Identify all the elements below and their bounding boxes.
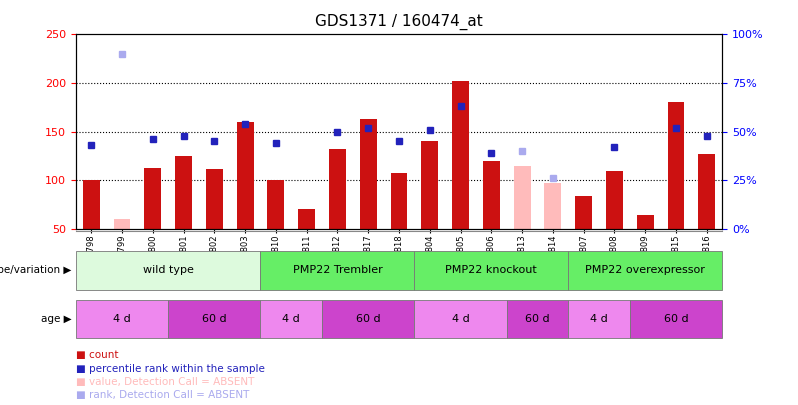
- Text: ■ percentile rank within the sample: ■ percentile rank within the sample: [76, 364, 265, 374]
- Text: ■ count: ■ count: [76, 350, 118, 360]
- Bar: [168, 300, 260, 338]
- Bar: [544, 183, 561, 229]
- Text: 4 d: 4 d: [591, 314, 608, 324]
- Text: 60 d: 60 d: [664, 314, 689, 324]
- Text: 60 d: 60 d: [356, 314, 381, 324]
- Bar: [76, 251, 260, 290]
- Bar: [144, 168, 161, 229]
- Text: wild type: wild type: [143, 265, 194, 275]
- Bar: [175, 156, 192, 229]
- Bar: [568, 300, 630, 338]
- Bar: [390, 173, 408, 229]
- Text: 4 d: 4 d: [452, 314, 469, 324]
- Bar: [637, 215, 654, 229]
- Bar: [298, 209, 315, 229]
- Text: PMP22 Trembler: PMP22 Trembler: [293, 265, 382, 275]
- Bar: [113, 219, 130, 229]
- Bar: [421, 141, 438, 229]
- Bar: [76, 300, 168, 338]
- Text: ■ value, Detection Call = ABSENT: ■ value, Detection Call = ABSENT: [76, 377, 255, 387]
- Bar: [698, 154, 715, 229]
- Bar: [568, 251, 722, 290]
- Bar: [483, 161, 500, 229]
- Bar: [514, 166, 531, 229]
- Bar: [630, 300, 722, 338]
- Bar: [260, 300, 322, 338]
- Bar: [260, 251, 414, 290]
- Text: genotype/variation ▶: genotype/variation ▶: [0, 265, 72, 275]
- Bar: [452, 81, 469, 229]
- Text: 60 d: 60 d: [202, 314, 227, 324]
- Bar: [267, 180, 284, 229]
- Bar: [414, 300, 507, 338]
- Text: GDS1371 / 160474_at: GDS1371 / 160474_at: [315, 14, 483, 30]
- Bar: [206, 168, 223, 229]
- Bar: [606, 171, 623, 229]
- Text: PMP22 overexpressor: PMP22 overexpressor: [585, 265, 705, 275]
- Text: PMP22 knockout: PMP22 knockout: [445, 265, 537, 275]
- Bar: [237, 122, 254, 229]
- Bar: [360, 119, 377, 229]
- Text: 60 d: 60 d: [525, 314, 550, 324]
- Bar: [329, 149, 346, 229]
- Text: age ▶: age ▶: [41, 314, 72, 324]
- Text: 4 d: 4 d: [113, 314, 131, 324]
- Bar: [83, 180, 100, 229]
- Bar: [507, 300, 568, 338]
- Bar: [322, 300, 414, 338]
- Bar: [414, 251, 568, 290]
- Text: 4 d: 4 d: [282, 314, 300, 324]
- Bar: [668, 102, 685, 229]
- Bar: [575, 196, 592, 229]
- Text: ■ rank, Detection Call = ABSENT: ■ rank, Detection Call = ABSENT: [76, 390, 249, 401]
